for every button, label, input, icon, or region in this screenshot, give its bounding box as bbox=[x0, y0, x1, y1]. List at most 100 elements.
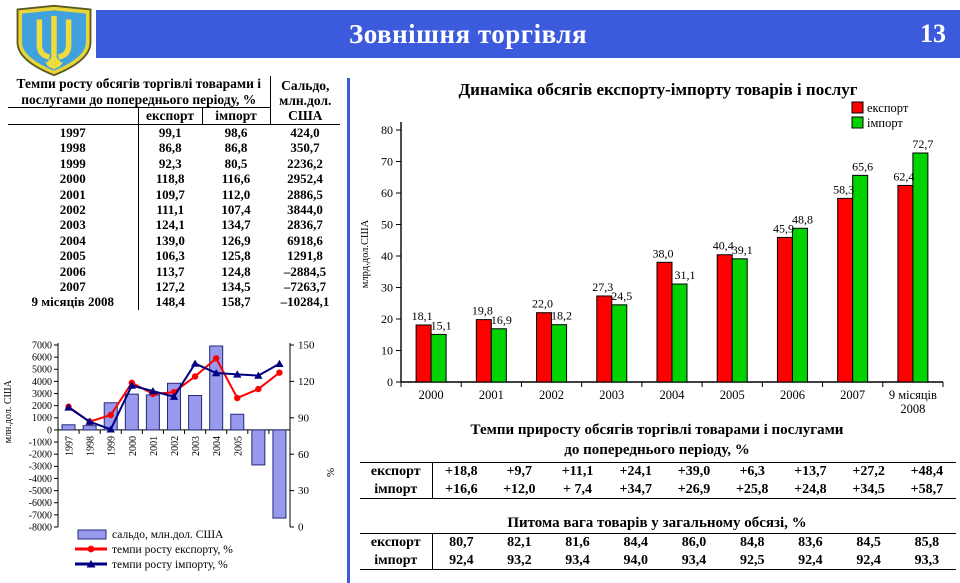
svg-text:2001: 2001 bbox=[479, 388, 504, 402]
svg-text:2008: 2008 bbox=[900, 402, 925, 416]
table-cell: імпорт bbox=[360, 551, 433, 570]
table-row: імпорт 92,4 93,2 93,4 94,0 93,4 92,5 92,4 92,4 93… bbox=[360, 551, 956, 570]
table-cell: 86,8 bbox=[158, 140, 182, 156]
table-cell: 127,2 bbox=[155, 279, 185, 295]
table-cell: 92,4 bbox=[432, 551, 491, 570]
svg-text:70: 70 bbox=[381, 155, 393, 169]
table-row: 2004 139,0 126,9 6918,6 bbox=[8, 232, 340, 249]
table-cell: 134,7 bbox=[221, 217, 251, 233]
table-cell: 126,9 bbox=[221, 232, 251, 248]
table-cell: 112,0 bbox=[221, 186, 251, 202]
svg-text:5000: 5000 bbox=[32, 365, 52, 376]
table-cell: 93,2 bbox=[490, 551, 549, 570]
table-cell: 94,0 bbox=[606, 551, 665, 570]
table-cell: 80,7 bbox=[432, 533, 491, 552]
table-cell: 106,3 bbox=[155, 248, 185, 264]
table-cell: +24,8 bbox=[781, 480, 840, 499]
table-cell: 92,4 bbox=[839, 551, 898, 570]
table-cell: 86,0 bbox=[664, 533, 724, 552]
svg-text:2000: 2000 bbox=[419, 388, 444, 402]
svg-text:2003: 2003 bbox=[599, 388, 624, 402]
table-row: 9 місяців 2008 148,4 158,7 –10284,1 bbox=[8, 294, 340, 310]
table-row: 2002 111,1 107,4 3844,0 bbox=[8, 202, 340, 218]
table-cell: 99,1 bbox=[158, 125, 182, 140]
svg-text:2004: 2004 bbox=[212, 436, 223, 456]
table-cell: +6,3 bbox=[723, 462, 782, 481]
table-cell: 158,7 bbox=[221, 294, 251, 310]
svg-text:20: 20 bbox=[381, 312, 393, 326]
table-cell: 125,8 bbox=[221, 248, 251, 264]
svg-text:6000: 6000 bbox=[32, 353, 52, 364]
svg-text:2005: 2005 bbox=[720, 388, 745, 402]
svg-text:0: 0 bbox=[47, 425, 52, 436]
svg-text:65,6: 65,6 bbox=[852, 159, 873, 173]
svg-text:150: 150 bbox=[298, 340, 315, 352]
svg-text:темпи росту експорту, %: темпи росту експорту, % bbox=[112, 544, 233, 556]
svg-text:50: 50 bbox=[381, 218, 393, 232]
svg-text:2002: 2002 bbox=[539, 388, 564, 402]
table-cell: 86,8 bbox=[224, 140, 248, 156]
svg-text:імпорт: імпорт bbox=[867, 116, 903, 130]
table-cell: +9,7 bbox=[490, 462, 549, 481]
table-cell: +26,9 bbox=[664, 480, 724, 499]
table-row: 2006 113,7 124,8 –2884,5 bbox=[8, 263, 340, 280]
svg-text:38,0: 38,0 bbox=[653, 246, 674, 260]
svg-text:80: 80 bbox=[381, 123, 393, 137]
table-cell: 2007 bbox=[8, 279, 139, 295]
svg-text:-8000: -8000 bbox=[29, 522, 52, 533]
svg-text:45,9: 45,9 bbox=[773, 221, 794, 235]
table-row: 2001 109,7 112,0 2886,5 bbox=[8, 186, 340, 203]
table-cell: 2003 bbox=[8, 217, 139, 233]
table-cell: 1291,8 bbox=[287, 248, 323, 264]
svg-text:18,2: 18,2 bbox=[551, 309, 572, 323]
svg-text:%: % bbox=[325, 468, 337, 477]
table-cell: 9 місяців 2008 bbox=[8, 294, 139, 310]
table-cell: 109,7 bbox=[155, 186, 185, 202]
table-cell: 98,6 bbox=[224, 125, 248, 140]
slide-header: Зовнішня торгівля 13 bbox=[96, 10, 960, 58]
svg-text:30: 30 bbox=[381, 281, 393, 295]
table-cell: +48,4 bbox=[897, 462, 956, 481]
svg-text:1999: 1999 bbox=[107, 436, 118, 456]
export-import-bar-chart: 0 10 20 30 40 50 60 70 80 млрд.дол.США 2000 2001 200… bbox=[360, 101, 944, 416]
svg-text:60: 60 bbox=[381, 186, 393, 200]
svg-text:-4000: -4000 bbox=[29, 474, 52, 485]
svg-text:16,9: 16,9 bbox=[491, 313, 512, 327]
table-cell: 2006 bbox=[8, 263, 139, 280]
table-cell: 82,1 bbox=[490, 533, 549, 552]
table-cell: 116,6 bbox=[221, 171, 251, 187]
table-cell: 2886,5 bbox=[287, 186, 323, 202]
page-number: 13 bbox=[920, 19, 946, 48]
svg-text:24,5: 24,5 bbox=[611, 289, 632, 303]
share-table-title: Питома вага товарів у загальному обсязі,… bbox=[507, 515, 807, 531]
svg-text:39,1: 39,1 bbox=[732, 243, 753, 257]
table-cell: +12,0 bbox=[490, 480, 549, 499]
table-cell: 2002 bbox=[8, 202, 139, 218]
table-cell: 93,3 bbox=[897, 551, 956, 570]
svg-text:9 місяців: 9 місяців bbox=[889, 388, 937, 402]
svg-text:2001: 2001 bbox=[149, 436, 160, 456]
table-cell: 3844,0 bbox=[287, 202, 323, 218]
svg-text:30: 30 bbox=[298, 485, 310, 497]
table-cell: –7263,7 bbox=[283, 279, 327, 295]
table-cell: 84,5 bbox=[839, 533, 898, 552]
svg-text:31,1: 31,1 bbox=[675, 268, 696, 282]
table-row: 1997 99,1 98,6 424,0 bbox=[8, 124, 340, 141]
svg-text:72,7: 72,7 bbox=[912, 137, 933, 151]
table-cell: 107,4 bbox=[221, 202, 251, 218]
svg-text:-1000: -1000 bbox=[29, 437, 52, 448]
table-cell: 6918,6 bbox=[287, 232, 323, 248]
table-cell: 81,6 bbox=[548, 533, 607, 552]
svg-text:7000: 7000 bbox=[32, 340, 52, 351]
table-cell: 2004 bbox=[8, 232, 139, 249]
svg-text:2007: 2007 bbox=[840, 388, 865, 402]
table-cell: +11,1 bbox=[548, 462, 607, 481]
ukraine-coat-of-arms-icon bbox=[16, 4, 92, 77]
table-cell: 424,0 bbox=[290, 125, 320, 140]
svg-text:-5000: -5000 bbox=[29, 486, 52, 497]
svg-text:млрд.дол.США: млрд.дол.США bbox=[360, 219, 371, 288]
svg-text:0: 0 bbox=[298, 522, 304, 534]
table-cell: 2836,7 bbox=[287, 217, 323, 233]
table-cell: 113,7 bbox=[155, 263, 185, 279]
table-cell: +16,6 bbox=[432, 480, 491, 499]
